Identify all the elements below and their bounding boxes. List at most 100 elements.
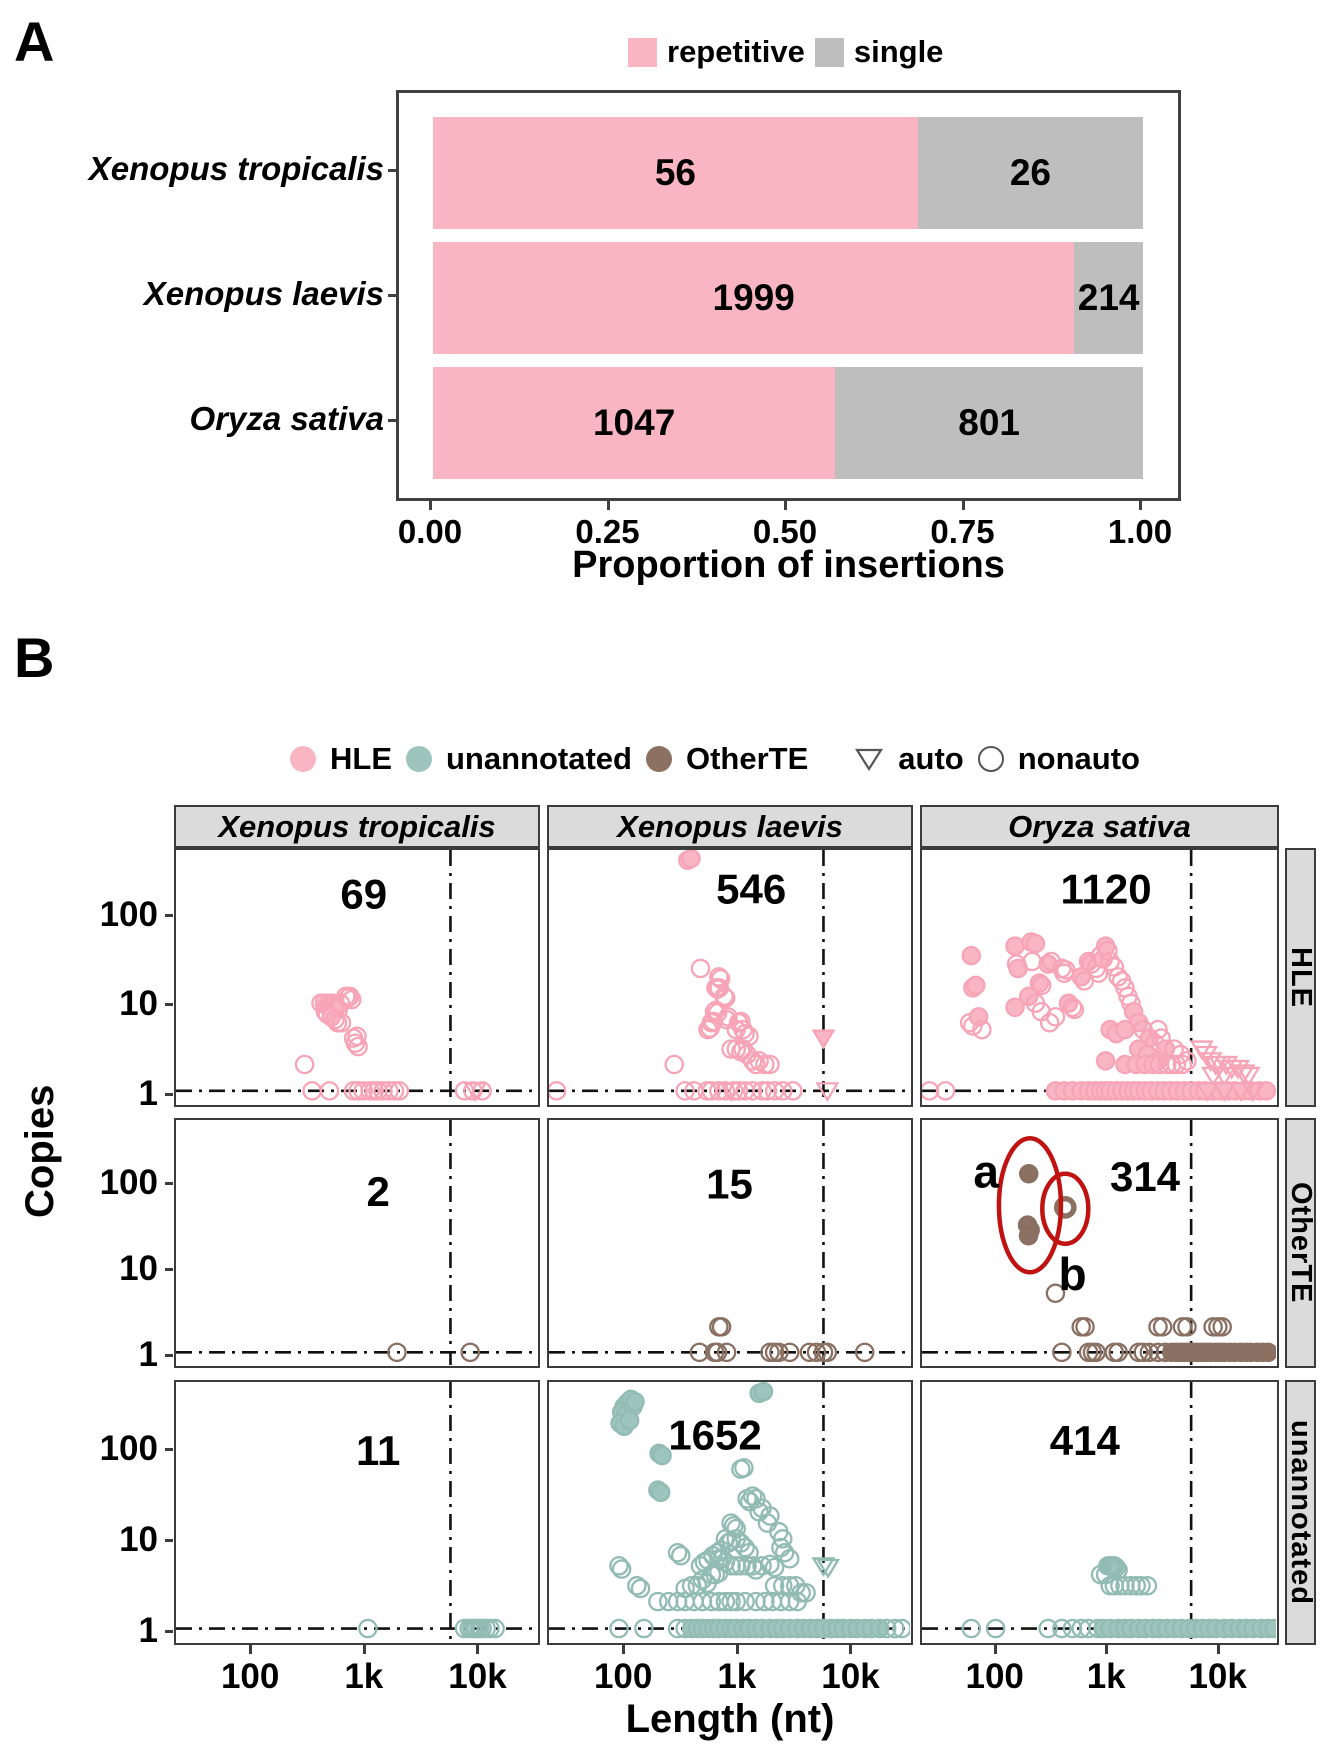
facet-plot: 2 — [176, 1120, 537, 1365]
axis-tick — [165, 1003, 173, 1007]
nonauto-point — [735, 1537, 755, 1558]
facet-unannotated-2: 414 — [920, 1380, 1284, 1645]
nonauto-point — [1100, 951, 1120, 972]
nonauto-point — [1022, 951, 1042, 972]
nonauto-legend-label: nonauto — [1017, 741, 1140, 776]
axis-tick — [165, 1181, 173, 1185]
nonauto-point — [1264, 1618, 1284, 1639]
nonauto-point — [985, 1618, 1006, 1639]
nonauto-point — [715, 988, 736, 1008]
nonauto-point — [769, 1342, 789, 1363]
nonauto-point — [1131, 1576, 1151, 1596]
axis-tick — [388, 419, 396, 422]
nonauto-point — [1152, 1317, 1173, 1337]
auto-point — [1241, 1082, 1266, 1103]
y-tick-label: 100 — [99, 894, 158, 934]
nonauto-point — [714, 986, 734, 1007]
nonauto-point — [701, 1591, 722, 1612]
y-tick-label: 1 — [138, 1611, 158, 1651]
category-label: Xenopus laevis — [143, 275, 384, 312]
axis-tick — [362, 1645, 366, 1654]
nonauto-point — [690, 958, 711, 979]
axis-tick — [993, 1645, 997, 1654]
facet-row-strip: OtherTE — [1285, 1118, 1317, 1368]
nonauto-point — [746, 1054, 766, 1075]
x-tick-label: 100 — [220, 1657, 280, 1696]
axis-tick — [165, 1354, 173, 1358]
y-tick-label: 100 — [99, 1428, 158, 1468]
facet-OtherTE-0: 2 — [174, 1118, 540, 1368]
nonauto-point — [796, 1583, 816, 1603]
nonauto-point — [1075, 1317, 1095, 1337]
auto-point — [1212, 1082, 1237, 1103]
auto-point — [1195, 1082, 1220, 1103]
nonauto-point — [709, 1562, 729, 1583]
facet-HLE-0: 69 — [174, 848, 540, 1107]
unannotated-legend-label: unannotated — [446, 741, 632, 776]
nonauto-point — [697, 1573, 717, 1594]
axis-tick — [849, 1645, 853, 1654]
auto-point — [816, 1558, 841, 1579]
nonauto-point — [625, 1391, 645, 1412]
nonauto-point — [1025, 933, 1046, 954]
nonauto-point — [1108, 967, 1128, 987]
axis-tick — [606, 501, 610, 510]
nonauto-point — [1256, 1081, 1277, 1101]
axis-tick — [165, 1630, 173, 1634]
x-tick-label: 10k — [448, 1657, 507, 1696]
panel-b-y-axis-title: Copies — [18, 1084, 62, 1218]
nonauto-point — [681, 848, 701, 869]
nonauto-point — [739, 1026, 759, 1047]
nonauto-point — [735, 1023, 755, 1044]
nonauto-point — [760, 1554, 780, 1575]
x-tick-label: 100 — [593, 1657, 653, 1696]
auto-triangle-icon — [855, 748, 884, 772]
nonauto-point — [1031, 975, 1052, 996]
facet-count: 15 — [706, 1160, 753, 1207]
nonauto-point — [885, 1618, 905, 1639]
nonauto-point — [384, 1081, 405, 1101]
x-tick-label: 10k — [1188, 1657, 1247, 1696]
facet-column-label: Xenopus laevis — [617, 808, 843, 844]
bar-segment-repetitive: 1999 — [433, 242, 1075, 354]
x-tick-label: 1.00 — [1107, 513, 1173, 550]
nonauto-point — [619, 1410, 640, 1431]
nonauto-point — [1203, 1317, 1223, 1337]
nonauto-point — [734, 1458, 754, 1478]
nonauto-point — [1053, 1196, 1077, 1219]
nonauto-point — [1071, 1317, 1091, 1337]
panel-b-x-axis-title: Length (nt) — [625, 1697, 835, 1741]
nonauto-point — [737, 1556, 757, 1576]
facet-count: 1120 — [1061, 865, 1152, 912]
auto-point — [815, 1082, 840, 1103]
nonauto-point — [348, 1036, 368, 1057]
nonauto-point — [707, 1543, 728, 1563]
nonauto-point — [1115, 1019, 1135, 1040]
facet-row-strip: unannotated — [1285, 1380, 1317, 1645]
nonauto-point — [379, 1081, 399, 1101]
facet-HLE-2: 1120 — [919, 848, 1279, 1107]
nonauto-point — [480, 1618, 500, 1639]
facet-plot: 1120 — [919, 850, 1277, 1104]
nonauto-point — [757, 1081, 778, 1101]
nonauto-point — [735, 1591, 755, 1612]
facet-plot: 546 — [546, 848, 910, 1104]
bar-segment-repetitive: 56 — [433, 117, 918, 229]
nonauto-point — [698, 1019, 718, 1040]
facet-row-label: HLE — [1285, 947, 1317, 1008]
nonauto-point — [742, 1081, 763, 1101]
repetitive-legend-label: repetitive — [667, 34, 805, 69]
nonauto-point — [1045, 1007, 1066, 1027]
axis-tick — [1139, 501, 1142, 510]
nonauto-point — [1062, 997, 1083, 1018]
axis-tick — [165, 1267, 173, 1271]
nonauto-point — [961, 1618, 982, 1639]
nonauto-point — [726, 1591, 746, 1612]
nonauto-point — [791, 1583, 811, 1603]
panel-a-x-axis-title: Proportion of insertions — [572, 544, 1005, 586]
nonauto-point — [460, 1342, 480, 1363]
nonauto-point — [1052, 1618, 1072, 1639]
nonauto-point — [773, 1529, 793, 1549]
facet-plot: 69 — [176, 850, 537, 1104]
nonauto-point — [721, 1591, 741, 1612]
